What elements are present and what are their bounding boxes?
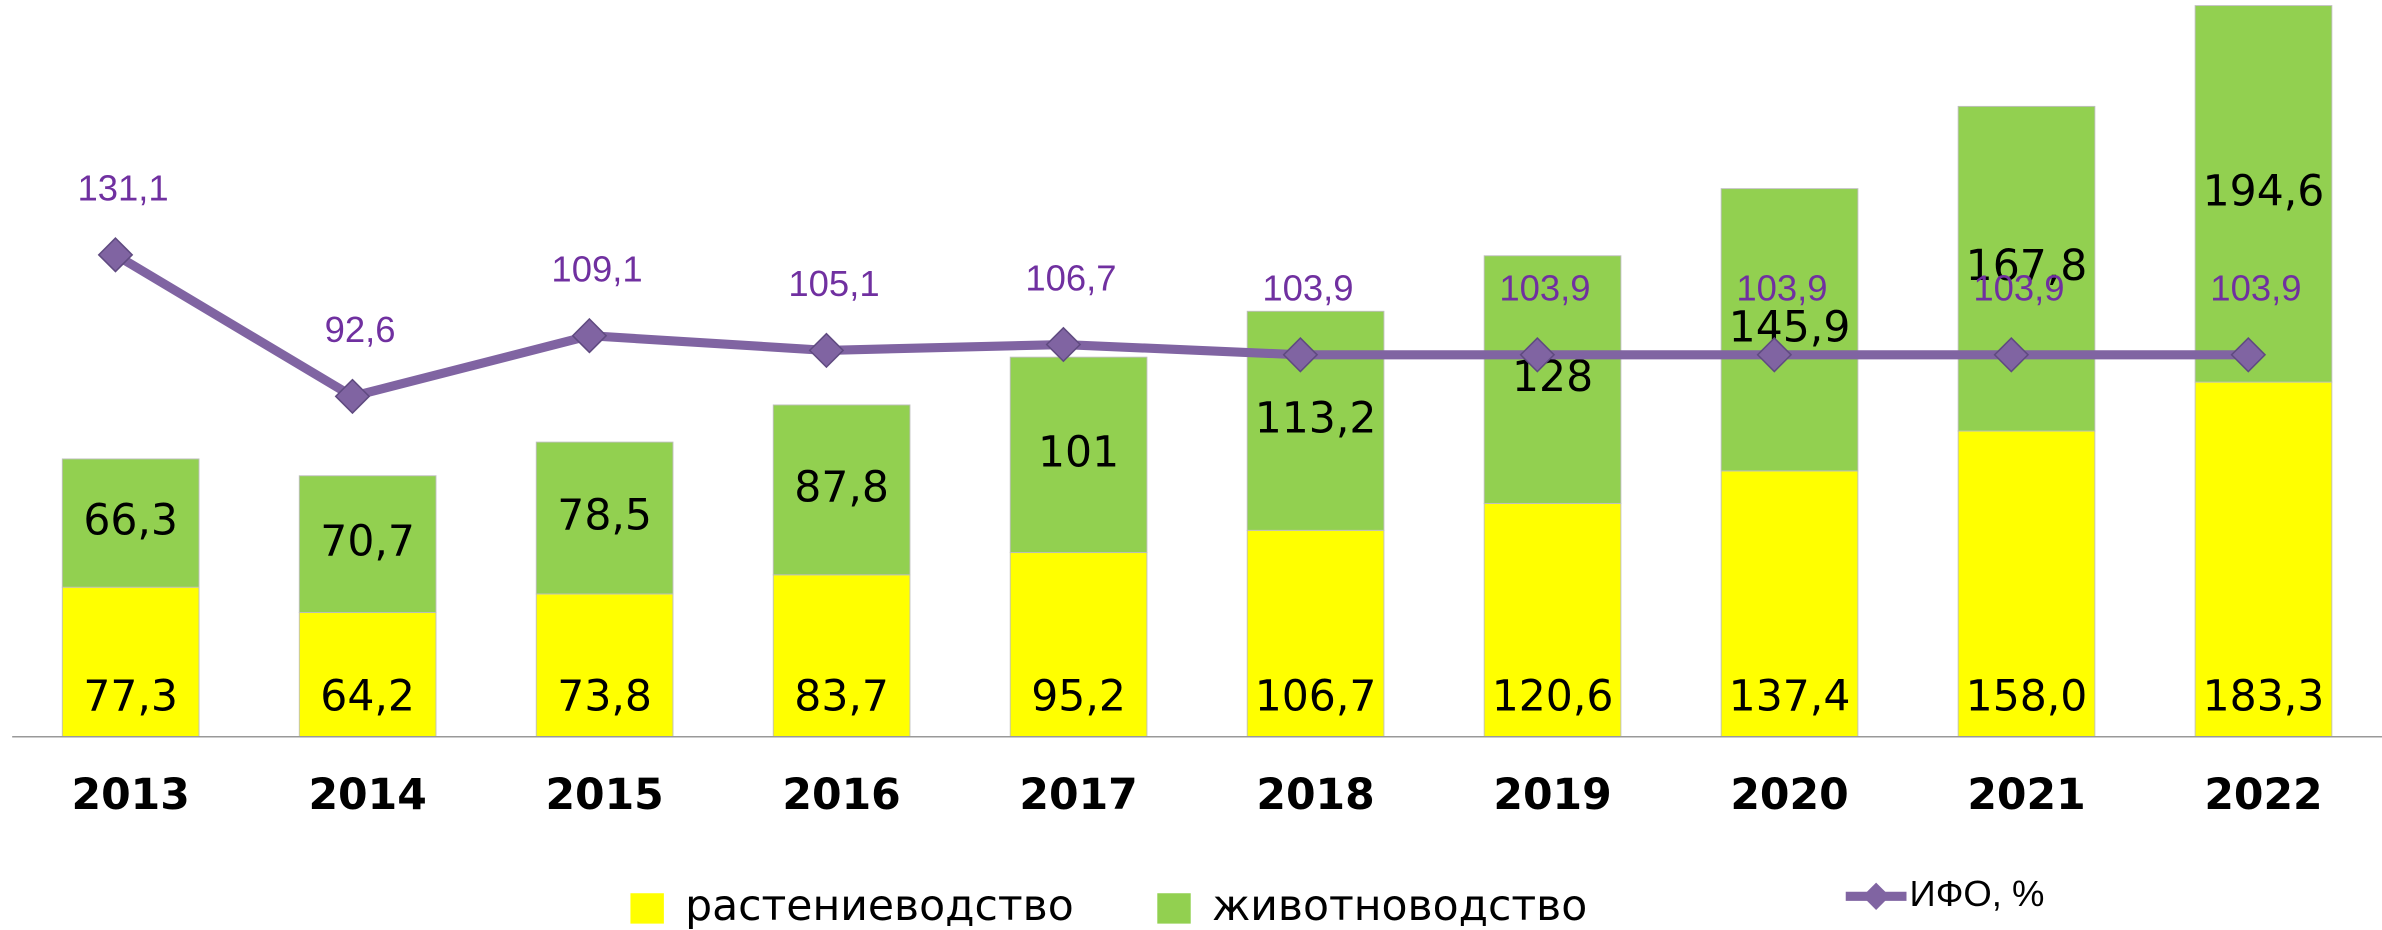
bar-segment <box>535 441 674 595</box>
bar-segment <box>1246 529 1385 738</box>
x-tick-label: 2020 <box>1730 771 1848 820</box>
x-tick-label: 2017 <box>1019 771 1137 820</box>
line-label: 103,9 <box>1499 268 1590 309</box>
line-label: 103,9 <box>1973 268 2064 309</box>
line-marker <box>808 332 845 369</box>
line-marker <box>2230 337 2267 373</box>
bar-segment <box>772 574 911 738</box>
data-label: 113,2 <box>1255 394 1377 443</box>
data-label: 106,7 <box>1255 672 1377 721</box>
line-label: 103,9 <box>2210 268 2301 309</box>
line-label: 105,1 <box>788 263 879 304</box>
x-tick-label: 2013 <box>71 771 189 820</box>
data-label: 194,6 <box>2203 167 2325 216</box>
bar-segment <box>61 586 200 738</box>
line-marker <box>1519 337 1556 373</box>
bar-segment <box>1957 430 2096 738</box>
bar-segment <box>1483 255 1622 504</box>
line-marker <box>334 378 371 415</box>
bar-segment <box>772 404 911 576</box>
bar-segment <box>2194 5 2333 383</box>
bar-segment <box>1957 105 2096 432</box>
bar-segment <box>1720 470 1859 738</box>
data-label: 128 <box>1512 353 1593 402</box>
data-label: 87,8 <box>794 463 889 512</box>
line-marker <box>571 317 608 354</box>
data-label: 101 <box>1038 428 1119 477</box>
data-label: 120,6 <box>1492 672 1614 721</box>
line-label: 106,7 <box>1025 257 1116 298</box>
data-label: 78,5 <box>557 492 652 541</box>
x-tick-label: 2018 <box>1256 771 1374 820</box>
legend-swatch <box>630 893 664 924</box>
line-marker <box>1282 337 1319 373</box>
bar-segment <box>1246 310 1385 531</box>
bar-segment <box>61 458 200 588</box>
data-label: 167,8 <box>1966 242 2088 291</box>
x-tick-label: 2019 <box>1493 771 1611 820</box>
line-label: 103,9 <box>1736 268 1827 309</box>
x-tick-label: 2016 <box>782 771 900 820</box>
bar-segment <box>1720 188 1859 472</box>
x-tick-label: 2014 <box>308 771 426 820</box>
line-marker <box>1045 326 1082 363</box>
bar-segment <box>2194 381 2333 738</box>
legend-label: животноводство <box>1212 882 1587 930</box>
legend-label: растениеводство <box>685 882 1074 930</box>
data-label: 70,7 <box>320 518 415 567</box>
data-label: 77,3 <box>83 672 178 721</box>
line-marker <box>1756 337 1793 373</box>
data-label: 64,2 <box>320 672 415 721</box>
bar-segment <box>1009 356 1148 554</box>
x-tick-label: 2022 <box>2204 771 2322 820</box>
bar-segment <box>1483 502 1622 738</box>
x-tick-label: 2015 <box>545 771 663 820</box>
line-marker <box>97 237 134 273</box>
line-label: 92,6 <box>325 309 396 350</box>
line-series <box>113 250 2249 401</box>
line-label: 103,9 <box>1262 268 1353 309</box>
data-label: 95,2 <box>1031 672 1126 721</box>
legend-swatch <box>1157 893 1191 924</box>
x-tick-label: 2021 <box>1967 771 2085 820</box>
legend-label: ИФО, % <box>1910 873 2045 914</box>
data-label: 145,9 <box>1729 303 1851 352</box>
data-label: 183,3 <box>2203 672 2325 721</box>
data-label: 66,3 <box>83 497 178 546</box>
legend-marker <box>1862 882 1890 910</box>
data-label: 158,0 <box>1966 672 2088 721</box>
bar-segment <box>535 593 674 738</box>
line-marker <box>1993 337 2030 373</box>
data-label: 83,7 <box>794 672 889 721</box>
line-label: 131,1 <box>77 168 168 209</box>
data-label: 137,4 <box>1729 672 1851 721</box>
bar-segment <box>298 475 437 614</box>
data-label: 73,8 <box>557 672 652 721</box>
line-label: 109,1 <box>551 249 642 290</box>
